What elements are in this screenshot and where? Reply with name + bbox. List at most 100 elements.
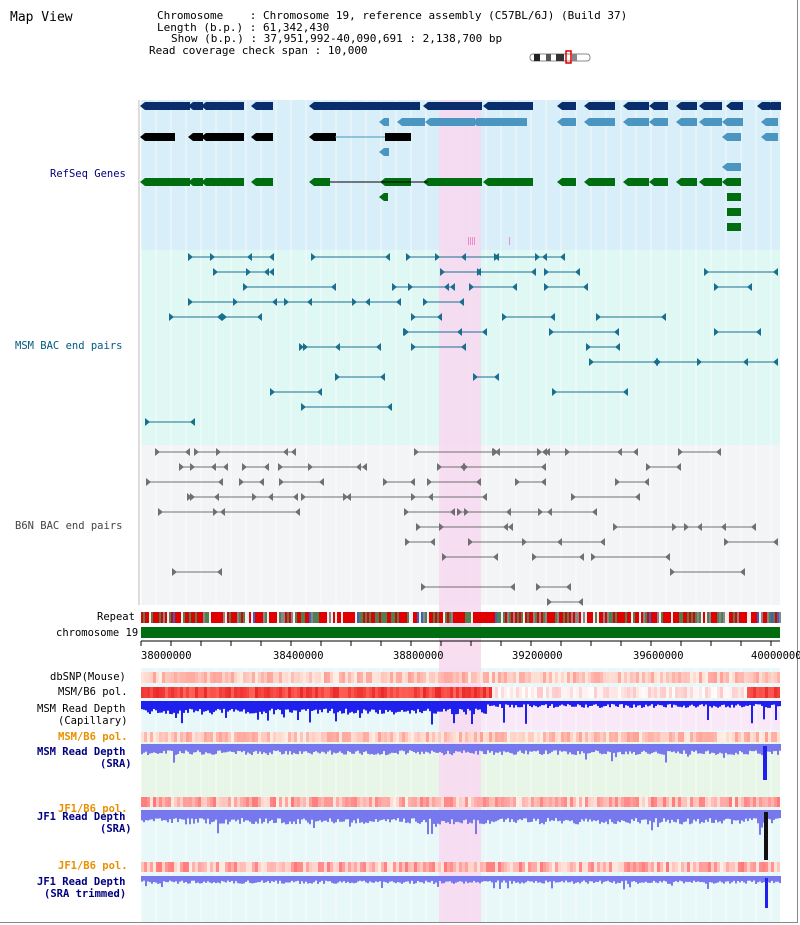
read-depth-bar [277,810,279,819]
polymorphism-cell [456,732,459,742]
polymorphism-cell [603,732,606,742]
read-depth-bar [679,876,681,881]
repeat-segment [719,612,721,623]
repeat-track[interactable] [141,612,781,623]
repeat-segment [675,612,677,623]
read-depth-bar [667,810,669,820]
polymorphism-cell [147,862,150,872]
read-depth-bar [729,876,731,884]
polymorphism-cell [531,797,534,807]
polymorphism-cell [219,862,222,872]
polymorphism-cell [630,687,633,698]
read-depth-bar [605,701,607,706]
read-depth-bar [457,701,459,714]
polymorphism-cell [609,687,612,698]
polymorphism-cell [237,672,240,683]
track-label-jf1-b6-pol-2[interactable]: JF1/B6 pol. [58,860,128,872]
track-label-jf1-b6-pol[interactable]: JF1/B6 pol. [58,803,128,815]
polymorphism-cell [681,862,684,872]
repeat-segment [409,612,411,623]
track-label-b6n-bac[interactable]: B6N BAC end pairs [15,520,123,532]
read-depth-bar [447,810,449,823]
polymorphism-cell [246,687,249,698]
repeat-segment [147,612,149,623]
read-depth-bar [199,876,201,884]
refseq-genes-track[interactable] [140,102,781,245]
polymorphism-cell [453,672,456,683]
read-depth-bar [329,744,331,751]
track-label-refseq[interactable]: RefSeq Genes [50,168,126,180]
polymorphism-cell [393,797,396,807]
polymorphism-cell [759,797,762,807]
polymorphism-cell [471,797,474,807]
read-depth-bar [639,701,641,706]
read-depth-tracks[interactable] [141,701,781,908]
track-label-msm-bac[interactable]: MSM BAC end pairs [15,340,123,352]
polymorphism-cell [156,672,159,683]
polymorphism-cell [504,862,507,872]
polymorphism-cell [408,672,411,683]
polymorphism-cell [456,687,459,698]
read-depth-bar [383,810,385,820]
read-depth-bar [609,876,611,883]
polymorphism-cell [333,732,336,742]
track-label-msm-depth-sra[interactable]: MSM Read Depth [37,746,126,758]
read-depth-bar [665,876,667,882]
chromosome-bar[interactable] [141,627,780,638]
read-depth-bar [489,701,491,707]
track-label-jf1-depth-sra[interactable]: JF1 Read Depth [37,811,126,823]
repeat-segment [729,612,731,623]
track-label-jf1-depth-trimmed[interactable]: JF1 Read Depth [37,876,126,888]
polymorphism-tracks[interactable] [141,672,780,872]
repeat-segment [747,612,749,623]
bac-end [550,313,555,321]
polymorphism-cell [594,732,597,742]
polymorphism-cell [579,862,582,872]
read-depth-bar [569,876,571,883]
repeat-segment [377,612,379,623]
track-label-msm-b6-pol-2[interactable]: MSM/B6 pol. [58,731,128,743]
chromosome-ideogram[interactable] [529,50,591,64]
polymorphism-cell [198,862,201,872]
read-depth-bar [201,701,203,715]
polymorphism-cell [225,732,228,742]
b6n-bac-track[interactable] [146,448,778,606]
bac-end [158,508,163,516]
track-label-msm-depth-capillary[interactable]: MSM Read Depth [37,703,126,715]
polymorphism-cell [510,797,513,807]
polymorphism-cell [258,797,261,807]
polymorphism-cell [669,797,672,807]
polymorphism-cell [498,687,501,698]
polymorphism-cell [450,672,453,683]
repeat-segment [489,612,491,623]
read-depth-bar [163,744,165,751]
polymorphism-cell [774,672,777,683]
msm-bac-track[interactable] [145,253,778,426]
repeat-segment [467,612,469,623]
polymorphism-cell [468,732,471,742]
repeat-segment [591,612,593,623]
read-depth-bar [553,876,555,882]
track-label-msm-b6-pol[interactable]: MSM/B6 pol. [58,686,128,698]
bac-end [508,523,513,531]
polymorphism-cell [387,687,390,698]
polymorphism-cell [684,732,687,742]
polymorphism-cell [159,797,162,807]
read-depth-bar [737,744,739,755]
track-label-dbsnp[interactable]: dbSNP(Mouse) [50,671,126,683]
read-depth-bar [493,744,495,755]
read-depth-bar [745,701,747,706]
gene-arrow [761,133,766,141]
read-depth-bar [163,876,165,882]
repeat-segment [617,612,619,623]
polymorphism-cell [261,797,264,807]
read-depth-bar [645,701,647,705]
repeat-segment [395,612,397,623]
read-depth-bar [525,744,527,751]
read-depth-bar [695,810,697,822]
polymorphism-cell [375,687,378,698]
read-depth-bar [153,744,155,753]
read-depth-bar [707,744,709,751]
read-depth-bar [435,810,437,827]
